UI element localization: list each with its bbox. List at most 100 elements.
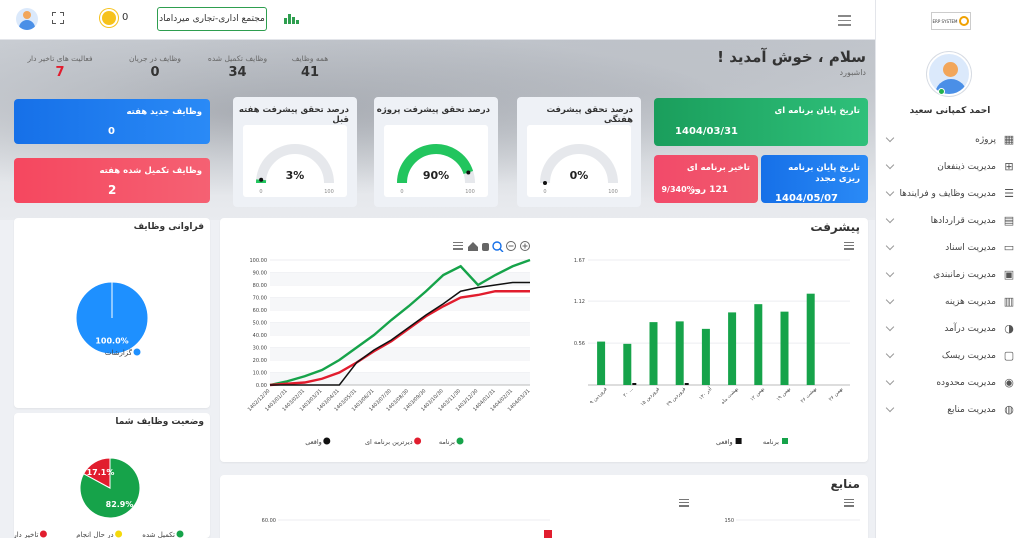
sidebar-item-cost[interactable]: ▥ مدیریت هزینه [875, 288, 1024, 315]
logo-text: ERP SYSTEM [932, 18, 958, 24]
line-chart-progress: 0.00 10.00 20.00 30.00 40.00 50.00 60.00 70.00 8… [247, 258, 532, 446]
gauge-needle [259, 177, 264, 182]
legend-label: گزارشات [105, 348, 133, 357]
panel-title: منابع [830, 477, 860, 491]
x-tick-label: بهشت ۲۶ [800, 386, 818, 404]
bar [623, 343, 632, 385]
stat-delayed-tasks: فعالیت های تاخیر دار 7 [10, 54, 110, 80]
card-value: 2 [108, 183, 117, 197]
legend-marker [176, 530, 184, 538]
series-line [270, 281, 530, 386]
sidebar-item-schedule[interactable]: ▣ مدیریت زمانبندی [875, 261, 1024, 288]
chat-icon: ▢ [1003, 349, 1015, 362]
sidebar-item-resources[interactable]: ◍ مدیریت منابع [875, 396, 1024, 423]
x-tick-label: بهمن ۲۶ [828, 386, 845, 403]
sidebar-menu: ▦ پروژه ⊞ مدیریت ذینفعان ☰ مدیریت وظایف و ف… [875, 126, 1024, 423]
panel-task-frequency: فراوانی وظایف 100.0% گزارشات [14, 218, 210, 408]
chart-menu-icon[interactable] [844, 499, 854, 507]
panel-task-status: وضعیت وظایف شما 82.9% 17.1% تکمیل شده در حا… [14, 413, 210, 538]
panel-title: فراوانی وظایف [133, 222, 204, 232]
zoom-out-icon[interactable] [506, 241, 516, 251]
legend-marker [39, 530, 47, 538]
theme-toggle-sun-icon[interactable] [102, 11, 116, 25]
pie-icon: ◑ [1004, 322, 1014, 335]
grid-band [270, 322, 530, 335]
stat-value: 41 [300, 65, 320, 80]
calendar-icon: ▣ [1003, 268, 1015, 281]
gauge-weekly: 0% 0 100 [540, 144, 618, 195]
legend-marker [133, 348, 141, 356]
gauge-title: درصد تحقق پیشرفت پروژه [376, 105, 490, 115]
bar [544, 530, 552, 538]
company-select-button[interactable]: مجتمع اداری-تجاری میرداماد [157, 7, 267, 31]
chevron-down-icon [885, 403, 895, 413]
palette-icon: ◍ [1004, 403, 1014, 416]
sidebar: ERP SYSTEM احمد کمپانی سعید ▦ پروژه ⊞ مدیر… [875, 0, 1024, 538]
money-icon: ▥ [1003, 295, 1015, 308]
sidebar-item-revenue[interactable]: ◑ مدیریت درآمد [875, 315, 1024, 342]
home-icon[interactable] [468, 242, 478, 251]
chevron-down-icon [885, 295, 895, 305]
gauge-track [256, 144, 334, 184]
bar [632, 383, 637, 385]
plus-icon[interactable] [520, 241, 530, 251]
x-tick-label: فروردین ۱۵ [639, 386, 661, 408]
pie-label: 100.0% [95, 336, 128, 345]
online-status-icon [938, 88, 945, 95]
sidebar-item-contracts[interactable]: ▤ مدیریت قراردادها [875, 207, 1024, 234]
card-weekly-new: وظایف جدید هفته 0 [14, 99, 210, 144]
chart-menu-icon[interactable] [679, 499, 689, 507]
sidebar-item-documents[interactable]: ▭ مدیریت اسناد [875, 234, 1024, 261]
chart-menu-icon[interactable] [453, 242, 463, 250]
card-title: وظایف تکمیل شده هفته [99, 166, 203, 176]
chevron-down-icon [885, 349, 895, 359]
gauge-needle [543, 181, 547, 185]
x-tick-label: بهشت ماه [720, 386, 739, 405]
y-tick-label: 150 [724, 518, 734, 524]
sidebar-item-scope[interactable]: ◉ مدیریت محدوده [875, 369, 1024, 396]
panel-resources: منابع 60.00 150 [220, 475, 868, 538]
card-title: تاریخ پایان برنامه ای [774, 106, 860, 116]
menu-toggle-icon[interactable] [838, 15, 851, 26]
chart-menu-icon[interactable] [844, 242, 854, 250]
card-replan-end: تاریخ پایان برنامه ریزی مجدد 1404/05/07 [761, 155, 868, 203]
sidebar-item-stakeholders[interactable]: ⊞ مدیریت ذینفعان [875, 153, 1024, 180]
gauge-last-week: 3% 0 100 [256, 144, 334, 195]
top-bar: 0 مجتمع اداری-تجاری میرداماد [0, 0, 875, 40]
fullscreen-icon[interactable] [52, 12, 64, 24]
sidebar-item-label: مدیریت منابع [947, 404, 996, 415]
card-value: 0 [108, 126, 115, 137]
x-tick-label: آذر ۱۳۰ [697, 385, 713, 401]
sidebar-item-project[interactable]: ▦ پروژه [875, 126, 1024, 153]
gauge-card-last-week: درصد تحقق پیشرفت هفته قبل 3% 0 100 [233, 97, 357, 207]
chevron-down-icon [885, 187, 895, 197]
legend-label: برنامه [439, 438, 455, 446]
x-tick-label: ۱۲ بهمن [749, 386, 766, 403]
target-icon: ◉ [1004, 376, 1014, 389]
gauge-value: 90% [423, 169, 449, 182]
y-tick-label: 90.00 [253, 271, 267, 277]
bar-chart-progress: 0.56 1.12 1.67 فروردین ۹ ۲۰ ... فروردین ۱۵ فرو… [574, 258, 850, 446]
pan-hand-icon[interactable] [482, 243, 489, 251]
stat-label: همه وظایف [291, 54, 329, 63]
legend-label: تکمیل شده [142, 531, 175, 538]
user-avatar-icon[interactable] [16, 8, 38, 30]
tasks-icon: ☰ [1004, 187, 1014, 200]
pie-slice [82, 457, 111, 489]
x-tick-label: بهمن ۱۹ [775, 386, 792, 403]
grid-band [270, 272, 530, 285]
stat-label: فعالیت های تاخیر دار [27, 54, 93, 63]
legend-marker [323, 437, 331, 445]
pie-chart-frequency: 100.0% گزارشات [75, 281, 149, 357]
sidebar-item-risk[interactable]: ▢ مدیریت ریسک [875, 342, 1024, 369]
zoom-in-icon[interactable] [492, 241, 504, 252]
sidebar-item-label: مدیریت قراردادها [930, 215, 996, 226]
card-value-days: 121 روز [690, 185, 728, 195]
pie-chart-status: 82.9% 17.1% تکمیل شده در حال انجام تاخیر دار [14, 457, 184, 538]
grid-band [270, 372, 530, 385]
sidebar-item-tasks[interactable]: ☰ مدیریت وظایف و فرایندها [875, 180, 1024, 207]
gauge-track [540, 144, 618, 184]
card-program-end: تاریخ پایان برنامه ای 1404/03/31 [654, 98, 868, 146]
chart-icon[interactable] [284, 12, 299, 24]
profile-avatar [927, 52, 971, 96]
